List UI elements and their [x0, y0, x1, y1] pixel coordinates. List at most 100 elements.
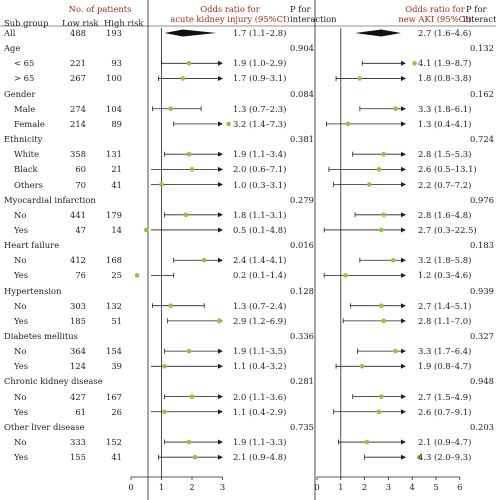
new-aki-point	[357, 76, 363, 81]
aki-or-text: 1.9 (1.1–3.4)	[233, 149, 287, 160]
low-risk-count: 70	[75, 179, 86, 190]
new-aki-ci-arrow	[401, 348, 406, 354]
aki-point	[143, 227, 149, 233]
aki-or-text: 2.0 (0.6–7.1)	[233, 164, 287, 175]
aki-ci-arrow	[218, 75, 223, 81]
low-risk-count: 274	[70, 103, 86, 114]
aki-ci-arrow	[218, 166, 223, 172]
subgroup-label: All	[4, 28, 16, 38]
aki-or-text: 1.1 (0.4–3.2)	[233, 361, 287, 372]
new-aki-point	[378, 227, 384, 233]
new-aki-ci-arrow	[401, 439, 406, 445]
aki-x-tick-label: 1	[159, 482, 164, 492]
aki-x-tick-label: 3	[220, 482, 225, 492]
subgroup-header-row: Myocardial infarction	[4, 194, 96, 205]
or-left-header-line2: acute kidney injury (95%CI)	[170, 14, 290, 24]
new-aki-p-value: 0.327	[470, 331, 494, 341]
new-aki-or-text: 3.3 (1.7–6.4)	[418, 346, 472, 357]
aki-ci-arrow	[218, 363, 223, 369]
low-risk-count: 333	[70, 437, 86, 448]
new-aki-or-text: 2.7 (0.3–22.5)	[418, 224, 477, 235]
new-aki-p-value: 0.183	[470, 240, 494, 251]
or-right-header-line1: Odds ratio for	[405, 4, 465, 14]
aki-x-tick-label: 2	[189, 482, 194, 492]
new-aki-point	[393, 106, 398, 112]
new-aki-ci-arrow	[401, 212, 406, 218]
aki-or-text: 0.5 (0.1–4.8)	[233, 224, 287, 235]
new-aki-point	[364, 439, 370, 445]
aki-overall-diamond	[164, 29, 217, 37]
subgroup-label: No	[14, 437, 27, 448]
new-aki-ci-arrow	[401, 75, 406, 81]
subgroup-label: No	[14, 300, 27, 311]
high-risk-count: 104	[106, 103, 122, 114]
new-aki-p-value: 0.162	[470, 88, 494, 99]
high-risk-count: 132	[106, 300, 122, 311]
low-risk-count: 47	[75, 224, 86, 235]
new-aki-point	[381, 318, 386, 324]
new-aki-point	[412, 61, 417, 66]
aki-ci-arrow	[218, 454, 223, 460]
aki-point	[226, 121, 231, 127]
new-aki-point	[378, 303, 384, 309]
new-aki-x-tick-label: 5	[433, 482, 438, 492]
low-risk-count: 412	[70, 255, 86, 266]
new-aki-or-text: 2.8 (1.5–5.3)	[418, 149, 472, 160]
aki-point	[189, 394, 195, 399]
new-aki-point	[378, 394, 384, 399]
aki-or-text: 1.9 (1.0–2.9)	[233, 58, 287, 69]
subgroup-label: No	[14, 255, 27, 266]
new-aki-point	[376, 409, 382, 415]
or-left-header-line1: Odds ratio for	[200, 4, 260, 14]
new-aki-or-text: 2.2 (0.7–7.2)	[418, 179, 472, 190]
new-aki-ci-arrow	[401, 363, 406, 369]
subgroup-label: White	[14, 149, 40, 160]
aki-point	[201, 257, 207, 263]
new-aki-ci-arrow	[401, 272, 406, 278]
aki-or-text: 3.2 (1.4–7.3)	[233, 118, 287, 129]
new-aki-or-text: 2.6 (0.7–9.1)	[418, 406, 472, 417]
new-aki-p-value: 0.939	[470, 285, 494, 296]
subgroup-header-row: Heart failure	[4, 240, 60, 251]
low-risk-count: 364	[70, 346, 86, 357]
new-aki-or-text: 3.2 (1.8–5.8)	[418, 255, 472, 266]
subgroup-label: > 65	[14, 73, 35, 84]
aki-or-text: 1.3 (0.7–2.3)	[233, 103, 287, 114]
aki-or-text: 1.0 (0.3–3.1)	[233, 179, 287, 190]
new-aki-or-text: 1.2 (0.3–4.6)	[418, 270, 472, 281]
new-aki-point	[345, 121, 351, 127]
new-aki-p-value: 0.948	[470, 376, 494, 387]
new-aki-ci-arrow	[401, 454, 406, 460]
aki-or-text: 1.3 (0.7–2.4)	[233, 300, 287, 311]
new-aki-x-tick-label: 1	[338, 482, 343, 492]
new-aki-point	[343, 273, 348, 278]
new-aki-ci-arrow	[401, 151, 406, 157]
new-aki-ci-arrow	[401, 257, 406, 263]
low-risk-count: 185	[70, 315, 86, 326]
high-risk-count: 179	[106, 209, 122, 220]
aki-point	[162, 364, 167, 369]
high-risk-count: 51	[111, 315, 122, 326]
p-right-header-line1: P for	[466, 4, 487, 14]
subgroup-label: Female	[14, 118, 45, 129]
aki-point	[189, 167, 195, 172]
new-aki-or-text: 2.6 (0.5–13.1)	[418, 164, 477, 175]
new-aki-ci-arrow	[401, 106, 406, 112]
subgroup-label: No	[14, 209, 27, 220]
aki-or-text: 1.9 (1.1–3.3)	[233, 437, 287, 448]
aki-or-text: 1.1 (0.4–2.9)	[233, 406, 287, 417]
aki-p-value: 0.904	[290, 43, 314, 54]
high-risk-count: 154	[106, 346, 122, 357]
new-aki-point	[390, 257, 396, 263]
aki-ci-arrow	[218, 439, 223, 445]
aki-or-text: 2.1 (0.9–4.8)	[233, 452, 287, 463]
subgroup-header-row: Diabetes mellitus	[4, 331, 78, 341]
aki-point	[192, 454, 198, 460]
new-aki-p-value: 0.132	[470, 43, 494, 54]
new-aki-ci-arrow	[401, 227, 406, 233]
aki-ci-arrow	[218, 182, 223, 187]
new-aki-or-text: 3.3 (1.8–6.1)	[418, 103, 472, 114]
or-right-header-line2: new AKI (95%CI)	[398, 14, 472, 24]
aki-or-text: 0.2 (0.1–1.4)	[233, 270, 287, 281]
new-aki-x-tick-label: 3	[386, 482, 391, 492]
